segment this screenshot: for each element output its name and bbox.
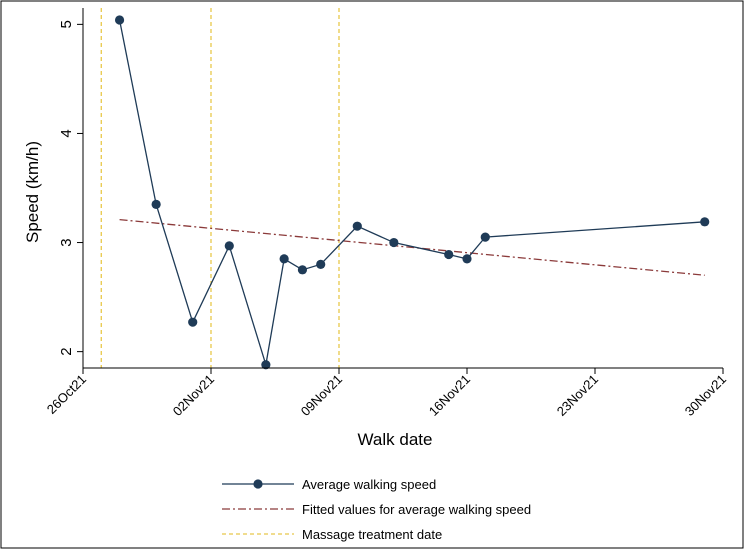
average-speed-point [389,237,399,248]
average-speed-point [352,221,362,231]
average-speed-point [114,15,125,25]
average-speed-point [316,259,326,269]
average-speed-point [480,232,490,242]
average-speed-point [297,265,308,275]
legend-label-average-speed: Average walking speed [302,477,436,492]
y-tick-label: 2 [58,347,75,355]
y-tick-label: 4 [58,129,75,137]
x-axis-title: Walk date [358,430,433,449]
y-tick-label: 5 [58,20,75,28]
legend-marker-average-speed [253,479,263,489]
average-speed-point [151,199,161,209]
legend: Average walking speed Fitted values for … [222,477,531,542]
plot-area [83,8,723,368]
average-speed-point [444,249,454,260]
average-speed-point [261,360,271,370]
legend-label-fitted-values: Fitted values for average walking speed [302,502,531,517]
average-speed-point [462,254,472,264]
average-speed-point [700,217,710,227]
average-speed-point [188,317,198,327]
average-speed-point [224,241,234,251]
fitted-values-line [119,218,705,276]
average-speed-point [279,254,289,264]
y-tick-label: 3 [58,238,75,246]
legend-label-massage-date: Massage treatment date [302,527,442,542]
y-axis-title: Speed (km/h) [23,141,42,243]
